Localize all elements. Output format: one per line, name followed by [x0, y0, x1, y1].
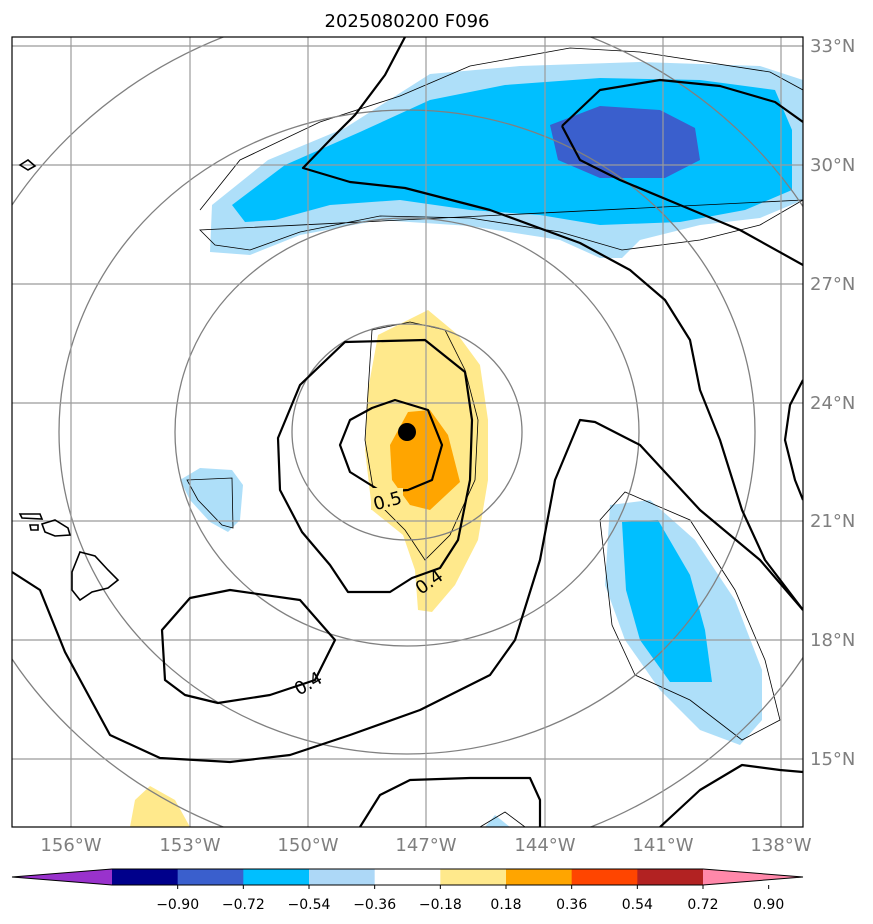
colorbar-segment	[571, 869, 638, 885]
colorbar-tick-label: −0.72	[222, 897, 265, 913]
colorbar-segment	[309, 869, 376, 885]
map-content: 0.5 0.4 0.4	[12, 37, 803, 827]
lat-label: 24°N	[810, 393, 855, 414]
thin-outline-southeast	[599, 491, 781, 741]
colorbar-segment	[112, 869, 179, 885]
colorbar-tick-label: −0.18	[419, 897, 462, 913]
figure-title: 2025080200 F096	[325, 11, 490, 32]
island-big-island	[71, 551, 120, 602]
lon-label: 138°W	[750, 835, 811, 856]
colorbar-segment	[243, 869, 310, 885]
contour-lines	[12, 37, 803, 827]
contour-west-loop	[160, 588, 337, 705]
lon-label: 147°W	[395, 835, 456, 856]
island-maui	[40, 519, 72, 537]
lat-label: 15°N	[810, 749, 855, 770]
contour-southeast	[659, 763, 803, 827]
contour-inner-core	[338, 398, 444, 494]
island-molokai	[18, 513, 44, 520]
colorbar-extend-max	[703, 869, 803, 885]
distance-ring	[291, 323, 523, 541]
graticule	[12, 37, 803, 827]
storm-center-marker	[398, 423, 416, 441]
latitude-labels: 33°N 30°N 27°N 24°N 21°N 18°N 15°N	[810, 36, 855, 770]
lon-label: 150°W	[277, 835, 338, 856]
colorbar-tick-label: −0.36	[353, 897, 396, 913]
lon-label: 153°W	[159, 835, 220, 856]
shading-mid-blue-southeast	[622, 520, 712, 682]
shading-light-blue-south	[485, 815, 510, 827]
colorbar-tick-label: −0.90	[156, 897, 199, 913]
lat-label: 18°N	[810, 630, 855, 651]
colorbar-outline	[11, 868, 804, 886]
colorbar-tick-label: 0.90	[753, 897, 784, 913]
shading-yellow-south	[130, 786, 190, 827]
contour-northeast-dark	[561, 78, 803, 266]
colorbar-tick-label: 0.72	[687, 897, 718, 913]
island-lanai	[29, 524, 39, 531]
hawaii-coastlines	[18, 159, 120, 602]
contour-south	[359, 776, 542, 827]
lat-label: 30°N	[810, 155, 855, 176]
colorbar-tick-label: 0.54	[622, 897, 653, 913]
shading-light-blue-west	[180, 468, 243, 532]
island-kauai	[18, 159, 37, 171]
colorbar-tick-label: 0.18	[490, 897, 521, 913]
map-frame	[11, 36, 804, 828]
colorbar-segment	[506, 869, 573, 885]
thin-outline-south	[479, 811, 526, 827]
colorbar-segment	[440, 869, 507, 885]
colorbar-tick-label: 0.36	[556, 897, 587, 913]
colorbar-segment	[177, 869, 244, 885]
lat-label: 27°N	[810, 274, 855, 295]
contour-northwest-arc	[301, 37, 803, 611]
lat-label: 21°N	[810, 511, 855, 532]
contour-outer-loop	[12, 418, 803, 764]
distance-ring	[58, 109, 756, 755]
colorbar: −0.90 −0.72 −0.54 −0.36 −0.18 0.18 0.36 0.54 0.7…	[11, 868, 804, 913]
colorbar-segment	[637, 869, 704, 885]
thin-outline-west	[186, 477, 234, 529]
lat-label: 33°N	[810, 36, 855, 57]
colorbar-segment	[374, 869, 441, 885]
colorbar-tick-label: −0.54	[288, 897, 331, 913]
distance-rings	[12, 37, 803, 827]
contour-middle	[276, 338, 474, 594]
longitude-labels: 156°W 153°W 150°W 147°W 144°W 141°W 138°…	[40, 835, 811, 856]
lon-label: 144°W	[514, 835, 575, 856]
colorbar-extend-min	[12, 869, 112, 885]
distance-ring	[174, 217, 640, 647]
contour-label-bg	[371, 488, 403, 510]
lon-label: 141°W	[632, 835, 693, 856]
thin-outline-north	[199, 47, 803, 251]
lon-label: 156°W	[40, 835, 101, 856]
contour-east-edge	[783, 379, 803, 501]
